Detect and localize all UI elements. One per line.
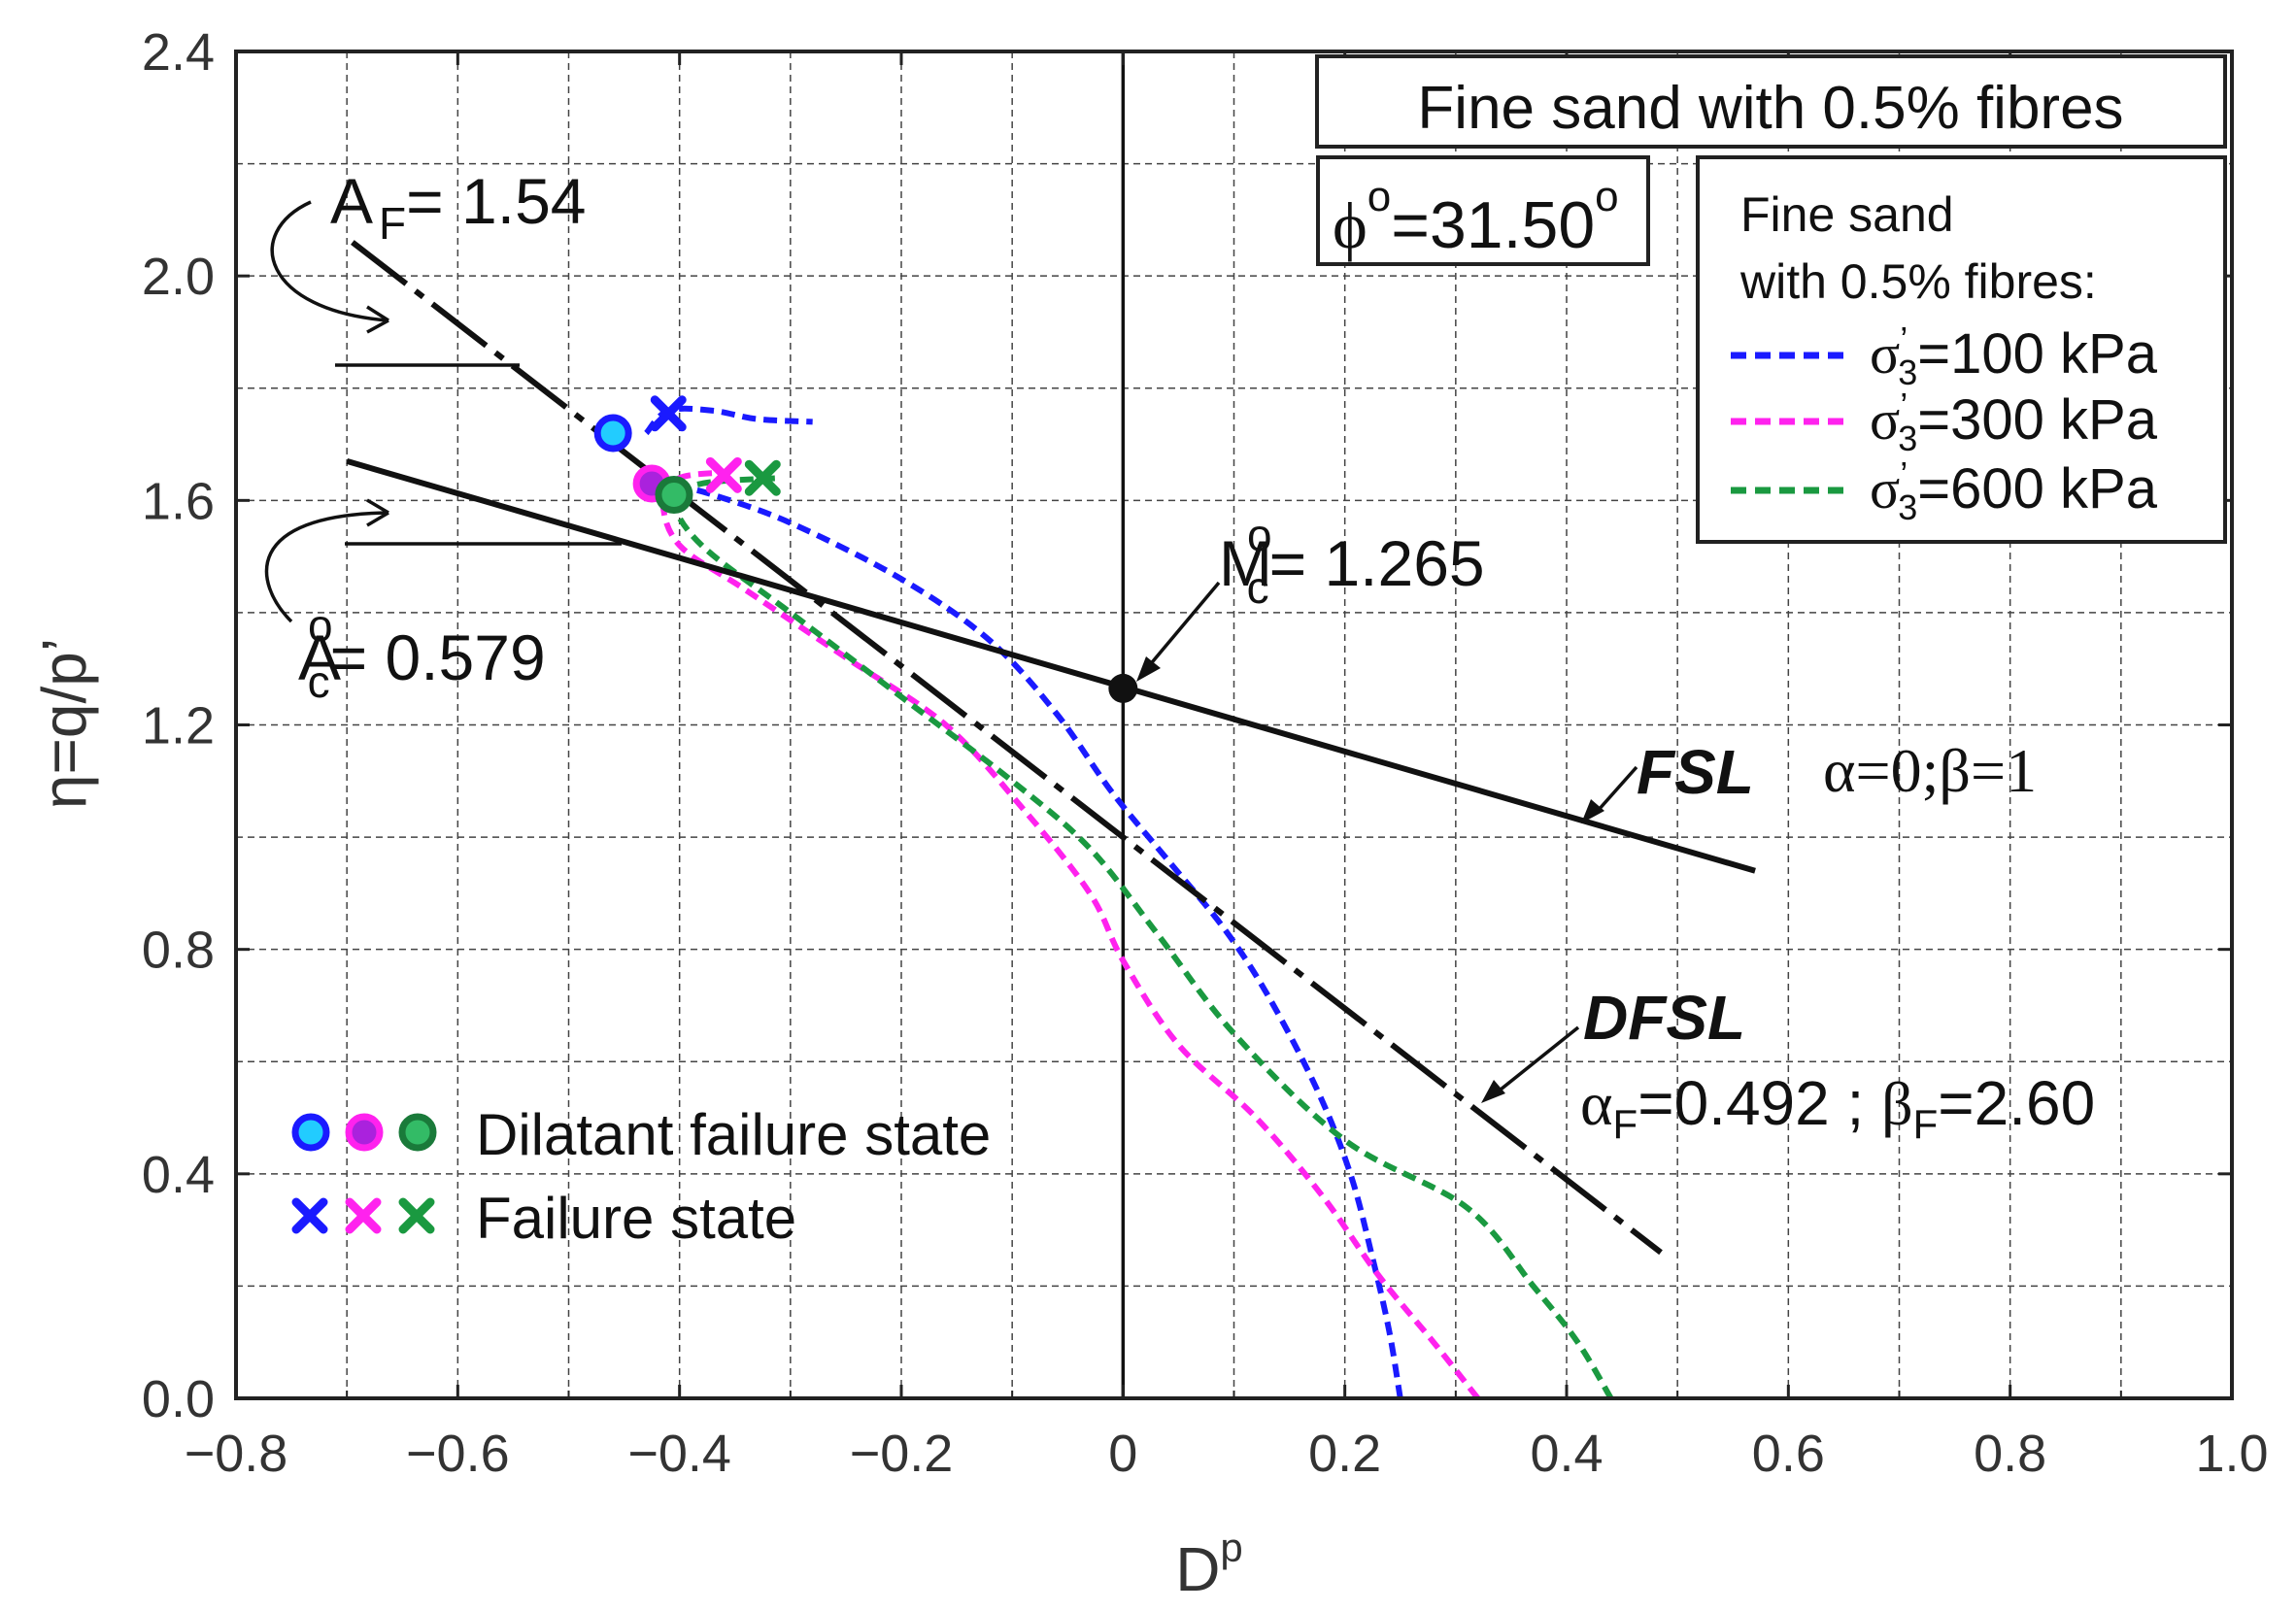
legend-dilatant-marker-300	[345, 1113, 384, 1152]
title-text: Fine sand with 0.5% fibres	[1417, 75, 2123, 142]
x-tick-label: −0.2	[850, 1425, 954, 1483]
legend-item-300: σ’ 3=300 kPa	[1731, 386, 2158, 458]
fsl-label: FSL	[1637, 737, 1754, 807]
dfsl-params: αF=0.492 ; βF=2.60	[1580, 1068, 2095, 1147]
x-tick-label: 1.0	[2195, 1425, 2268, 1483]
mc-arrow-line	[1146, 581, 1221, 669]
legend-failure-marker-100	[291, 1197, 328, 1234]
series-line-0	[678, 483, 1403, 1399]
x-tick-label: −0.4	[627, 1425, 731, 1483]
marker-legend: Dilatant failure state Failure state	[291, 1102, 991, 1251]
legend-failure-marker-300	[345, 1197, 382, 1234]
x-tick-label: 0.8	[1974, 1425, 2046, 1483]
ac-arrowhead	[366, 498, 389, 527]
legend-label-600: σ’ 3=600 kPa	[1870, 454, 2158, 527]
dfsl-line	[351, 240, 1663, 1256]
fsl-line	[346, 457, 1756, 874]
legend-label-100: σ’ 3=100 kPa	[1870, 319, 2158, 392]
x-axis-label: Dp	[1175, 1525, 1243, 1604]
x-tick-label: 0.2	[1308, 1425, 1381, 1483]
x-tick-label: 0.6	[1752, 1425, 1825, 1483]
series-line-1	[659, 469, 1481, 1400]
y-axis-label: η=q/p’	[29, 638, 99, 809]
legend-item-600: σ’ 3=600 kPa	[1731, 454, 2158, 527]
failure-point-1	[705, 456, 742, 493]
mc-annotation: Mo c= 1.265	[1219, 510, 1485, 613]
x-tick-label: −0.8	[185, 1425, 288, 1483]
y-tick-label: 1.6	[142, 472, 215, 530]
title-box	[1315, 54, 2227, 149]
ac-annotation: Ao c= 0.579	[298, 600, 546, 707]
legend-dilatant-label: Dilatant failure state	[476, 1102, 991, 1167]
fsl-arrowhead	[1581, 799, 1604, 823]
fsl-params: α=0;β=1	[1823, 736, 2037, 805]
y-tick-label: 0.0	[142, 1370, 215, 1428]
reference-lines	[346, 240, 1756, 1256]
legend-label-300: σ’ 3=300 kPa	[1870, 386, 2158, 458]
x-tick-label: 0	[1108, 1425, 1137, 1483]
legend-title-line1: Fine sand	[1740, 187, 1954, 242]
mc-arrowhead	[1136, 656, 1161, 682]
phi-box	[1316, 155, 1650, 266]
ac-curved-arrow	[264, 511, 389, 623]
legend-item-100: σ’ 3=100 kPa	[1731, 319, 2158, 392]
af-annotation: A F= 1.54	[330, 165, 586, 249]
y-tick-label: 0.8	[142, 922, 215, 980]
x-tick-label: 0.4	[1530, 1425, 1603, 1483]
y-tick-label: 2.0	[142, 248, 215, 306]
series-line-2	[670, 475, 1614, 1400]
af-curved-arrow	[270, 200, 389, 322]
legend-failure-label: Failure state	[476, 1186, 796, 1251]
y-tick-label: 2.4	[142, 23, 215, 82]
y-tick-label: 0.4	[142, 1146, 215, 1204]
y-tick-label: 1.2	[142, 697, 215, 755]
dilatant-point-2	[655, 476, 693, 515]
failure-point-2	[744, 459, 781, 496]
fsl-arrow-line	[1596, 765, 1638, 813]
legend-failure-marker-600	[398, 1197, 435, 1234]
dfsl-arrow-line	[1499, 1025, 1580, 1091]
legend-title-line2: with 0.5% fibres:	[1739, 254, 2097, 309]
legend-dilatant-marker-600	[398, 1113, 437, 1152]
markers	[593, 395, 1138, 703]
dfsl-label: DFSL	[1583, 983, 1745, 1053]
af-arrowhead	[366, 305, 389, 334]
dfsl-arrowhead	[1481, 1080, 1505, 1103]
phi-text: ϕo=31.50o	[1333, 173, 1619, 262]
mc-point	[1108, 673, 1138, 703]
axis-ticks: −0.8 −0.6 −0.4 −0.2 0 0.2 0.4 0.6 0.8 1.0 0.0 0.4 0.…	[142, 23, 2269, 1483]
failure-point-0	[650, 395, 687, 432]
x-tick-label: −0.6	[406, 1425, 510, 1483]
legend-dilatant-marker-100	[291, 1113, 330, 1152]
legend-box	[1696, 155, 2227, 544]
dilatant-point-0	[593, 414, 632, 453]
